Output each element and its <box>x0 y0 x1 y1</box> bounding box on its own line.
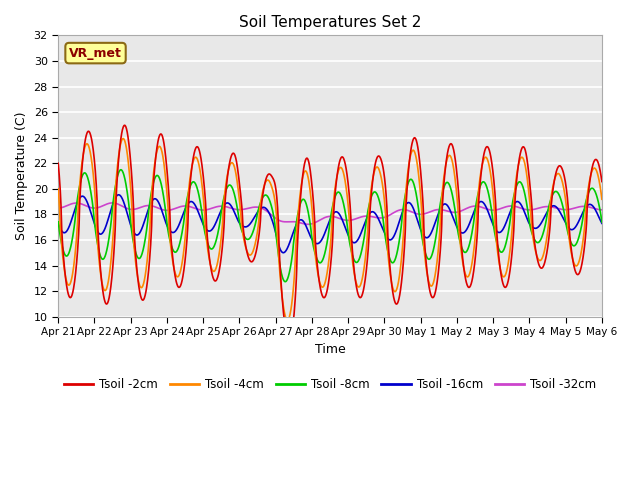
Line: Tsoil -16cm: Tsoil -16cm <box>58 195 602 252</box>
Tsoil -4cm <box>54 186 62 192</box>
Tsoil -2cm <box>566 228 573 233</box>
Tsoil -32cm <box>346 217 354 223</box>
Tsoil -8cm <box>282 279 289 285</box>
Tsoil -32cm <box>304 221 312 227</box>
Tsoil -16cm <box>358 228 365 234</box>
Tsoil -32cm <box>488 207 496 213</box>
Tsoil -16cm <box>54 221 62 227</box>
Line: Tsoil -4cm: Tsoil -4cm <box>58 139 602 320</box>
Text: VR_met: VR_met <box>69 47 122 60</box>
Tsoil -8cm <box>54 219 62 225</box>
X-axis label: Time: Time <box>315 343 346 356</box>
Tsoil -2cm <box>598 179 605 184</box>
Tsoil -4cm <box>119 136 127 142</box>
Tsoil -32cm <box>54 205 62 211</box>
Tsoil -8cm <box>358 247 365 252</box>
Tsoil -2cm <box>54 160 62 166</box>
Tsoil -32cm <box>206 206 214 212</box>
Tsoil -4cm <box>284 317 291 323</box>
Tsoil -32cm <box>109 200 116 206</box>
Tsoil -16cm <box>550 203 558 209</box>
Tsoil -16cm <box>206 228 214 234</box>
Tsoil -2cm <box>346 202 354 208</box>
Tsoil -16cm <box>280 250 287 255</box>
Tsoil -8cm <box>117 167 125 173</box>
Tsoil -2cm <box>285 339 293 345</box>
Tsoil -2cm <box>206 260 214 265</box>
Tsoil -32cm <box>566 206 573 212</box>
Tsoil -2cm <box>358 293 365 299</box>
Tsoil -16cm <box>566 226 573 231</box>
Tsoil -4cm <box>346 232 354 238</box>
Tsoil -8cm <box>566 235 573 241</box>
Tsoil -32cm <box>358 214 365 220</box>
Tsoil -4cm <box>598 196 605 202</box>
Tsoil -16cm <box>598 220 605 226</box>
Tsoil -32cm <box>598 207 605 213</box>
Tsoil -16cm <box>115 192 122 198</box>
Tsoil -16cm <box>488 220 496 226</box>
Tsoil -16cm <box>346 236 354 242</box>
Line: Tsoil -2cm: Tsoil -2cm <box>58 125 602 342</box>
Tsoil -32cm <box>550 204 558 210</box>
Tsoil -8cm <box>598 219 605 225</box>
Tsoil -2cm <box>488 164 496 170</box>
Title: Soil Temperatures Set 2: Soil Temperatures Set 2 <box>239 15 421 30</box>
Tsoil -8cm <box>206 245 214 251</box>
Tsoil -4cm <box>566 238 573 243</box>
Tsoil -4cm <box>206 260 214 266</box>
Tsoil -4cm <box>550 178 558 183</box>
Y-axis label: Soil Temperature (C): Soil Temperature (C) <box>15 112 28 240</box>
Tsoil -4cm <box>358 277 365 283</box>
Tsoil -8cm <box>550 189 558 195</box>
Tsoil -2cm <box>550 178 558 184</box>
Tsoil -2cm <box>121 122 129 128</box>
Tsoil -4cm <box>488 185 496 191</box>
Tsoil -8cm <box>488 214 496 219</box>
Line: Tsoil -8cm: Tsoil -8cm <box>58 170 602 282</box>
Legend: Tsoil -2cm, Tsoil -4cm, Tsoil -8cm, Tsoil -16cm, Tsoil -32cm: Tsoil -2cm, Tsoil -4cm, Tsoil -8cm, Tsoi… <box>59 373 601 396</box>
Line: Tsoil -32cm: Tsoil -32cm <box>58 203 602 224</box>
Tsoil -8cm <box>346 242 354 248</box>
